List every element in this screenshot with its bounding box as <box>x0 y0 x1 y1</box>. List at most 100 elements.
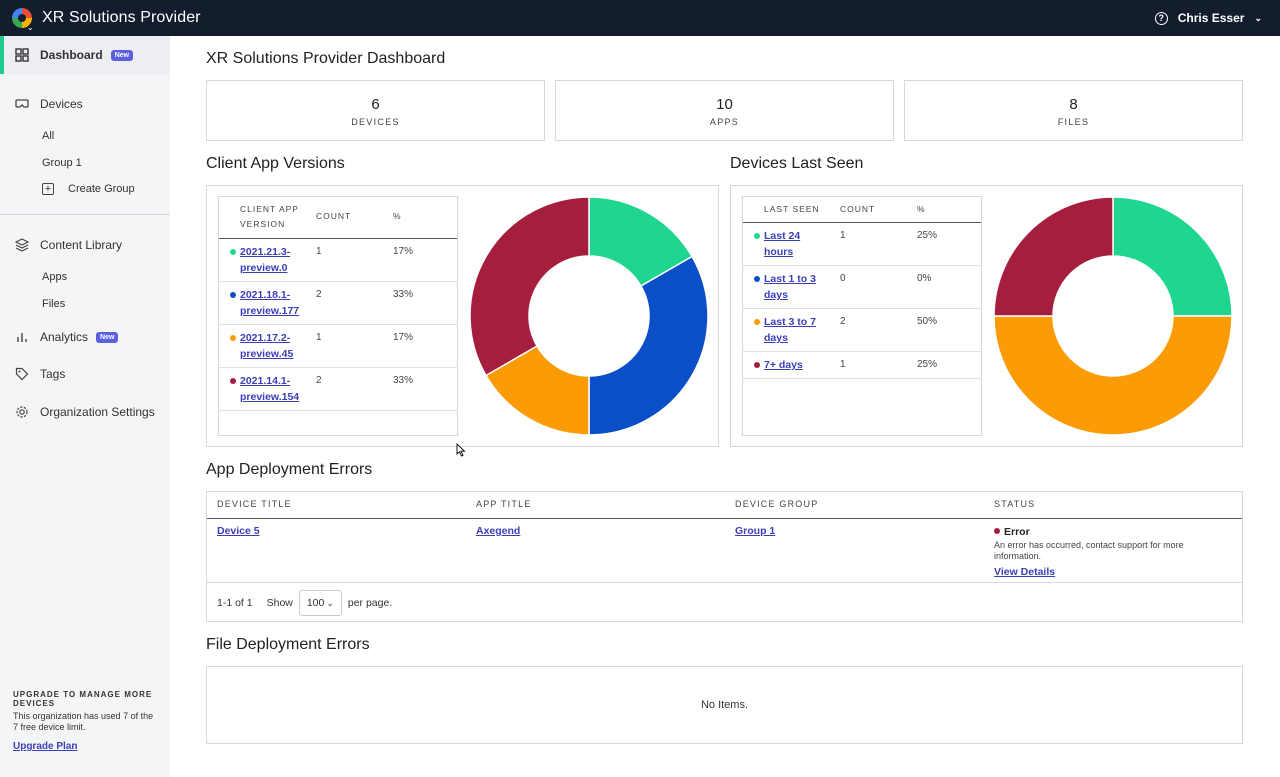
header-divider <box>219 238 457 239</box>
sidebar-subitem-group-1[interactable]: Group 1 <box>42 157 82 169</box>
row-label-line2: preview.177 <box>240 305 300 317</box>
sidebar-subitem-files[interactable]: Files <box>42 298 66 310</box>
row-divider <box>743 265 981 266</box>
row-label-line1: 2021.18.1- <box>240 289 291 301</box>
app-logo-icon[interactable] <box>12 8 32 28</box>
row-label-line2: preview.45 <box>240 348 294 360</box>
stat-card-apps: 10 APPS <box>555 80 894 141</box>
row-link[interactable]: Last 3 to 7 days <box>754 314 816 346</box>
table-row: 2021.18.1- preview.177 2 33% <box>219 282 457 325</box>
help-icon[interactable]: ? <box>1154 11 1168 25</box>
devices-last-seen-title: Devices Last Seen <box>730 155 864 172</box>
table-row: 7+ days 1 25% <box>743 352 981 379</box>
row-label-line1: 2021.17.2- <box>240 332 291 344</box>
create-group-button[interactable]: + Create Group <box>42 183 162 195</box>
upgrade-text: This organization has used 7 of the 7 fr… <box>13 711 154 732</box>
footer-divider <box>207 582 1242 583</box>
table-row: 2021.21.3- preview.0 1 17% <box>219 239 457 282</box>
user-area: ? Chris Esser ⌄ <box>1154 0 1262 36</box>
table-row: 2021.17.2- preview.45 1 17% <box>219 325 457 368</box>
percent-cell: 0% <box>917 273 932 284</box>
sidebar-item-dashboard[interactable]: Dashboard New <box>0 36 170 74</box>
per-page-select[interactable]: 100 ⌄ <box>298 590 342 616</box>
page-title: XR Solutions Provider Dashboard <box>206 50 446 67</box>
show-label: Show <box>266 597 293 609</box>
bar-chart-icon <box>14 329 30 345</box>
column-header: CLIENT APP VERSION <box>240 204 299 229</box>
percent-cell: 25% <box>917 359 938 370</box>
row-link[interactable]: 2021.14.1- preview.154 <box>230 373 299 405</box>
header-divider <box>207 518 1242 519</box>
stat-value: 8 <box>1069 96 1078 113</box>
row-label-line2: hours <box>764 246 794 258</box>
donut-slice[interactable] <box>993 196 1114 317</box>
count-cell: 2 <box>840 316 846 327</box>
devices-last-seen-donut <box>993 196 1233 436</box>
table-row: 2021.14.1- preview.154 2 33% <box>219 368 457 411</box>
per-page-label: per page. <box>347 597 393 609</box>
group-link[interactable]: Group 1 <box>735 525 776 537</box>
count-cell: 1 <box>316 332 322 343</box>
app-title: XR Solutions Provider <box>42 9 201 26</box>
row-link[interactable]: Last 24 hours <box>754 228 801 260</box>
stat-label: FILES <box>1057 117 1090 127</box>
donut-slice[interactable] <box>469 196 590 377</box>
new-badge: New <box>110 49 134 61</box>
row-label-line1: Last 24 <box>764 230 801 242</box>
sidebar-item-label: Tags <box>40 367 66 381</box>
pagination: 1-1 of 1 Show 100 ⌄ per page. <box>217 589 392 617</box>
user-menu[interactable]: Chris Esser <box>1177 11 1245 25</box>
sidebar-item-label: Dashboard <box>40 48 103 62</box>
grid-icon <box>14 47 30 63</box>
sidebar-item-content-library[interactable]: Content Library <box>0 237 170 253</box>
row-link[interactable]: Last 1 to 3 days <box>754 271 816 303</box>
sidebar-subitem-apps[interactable]: Apps <box>42 271 68 283</box>
count-cell: 1 <box>316 246 322 257</box>
stat-label: DEVICES <box>351 117 400 127</box>
headset-icon <box>14 96 30 112</box>
sidebar-item-devices[interactable]: Devices <box>0 96 170 112</box>
stat-card-files: 8 FILES <box>904 80 1243 141</box>
legend-dot-icon <box>230 249 236 255</box>
top-bar: ⌄ XR Solutions Provider ? Chris Esser ⌄ <box>0 0 1280 36</box>
percent-cell: 25% <box>917 230 938 241</box>
upgrade-plan-link[interactable]: Upgrade Plan <box>13 741 78 752</box>
legend-dot-icon <box>230 292 236 298</box>
row-divider <box>219 367 457 368</box>
row-label-line1: Last 3 to 7 <box>764 316 816 328</box>
row-link[interactable]: 2021.17.2- preview.45 <box>230 330 294 362</box>
chevron-down-icon[interactable]: ⌄ <box>27 23 34 32</box>
file-deployment-errors-title: File Deployment Errors <box>206 636 370 653</box>
sidebar-item-analytics[interactable]: Analytics New <box>0 329 170 345</box>
donut-slice[interactable] <box>993 315 1233 436</box>
sidebar-item-label: Content Library <box>40 238 123 252</box>
devices-last-seen-panel: LAST SEEN COUNT % Last 24 hours 1 25% Last 1… <box>730 185 1243 447</box>
device-link[interactable]: Device 5 <box>217 525 260 537</box>
table-row: Last 1 to 3 days 0 0% <box>743 266 981 309</box>
sidebar-item-tags[interactable]: Tags <box>0 366 170 382</box>
donut-slice[interactable] <box>1112 196 1233 317</box>
legend-dot-icon <box>230 335 236 341</box>
row-link[interactable]: 2021.21.3- preview.0 <box>230 244 290 276</box>
row-link[interactable]: 7+ days <box>754 357 803 373</box>
column-header: DEVICE GROUP <box>735 499 819 509</box>
column-header: DEVICE TITLE <box>217 499 292 509</box>
sidebar-subitem-all[interactable]: All <box>42 130 55 142</box>
plus-box-icon: + <box>42 183 54 195</box>
layers-icon <box>14 237 30 253</box>
percent-cell: 33% <box>393 375 414 386</box>
row-divider <box>743 308 981 309</box>
sidebar-item-organization-settings[interactable]: Organization Settings <box>0 404 170 420</box>
sidebar-divider <box>0 214 170 215</box>
status-badge: Error <box>1004 526 1030 538</box>
status-dot-icon <box>994 528 1000 534</box>
app-link[interactable]: Axegend <box>476 525 521 537</box>
row-link[interactable]: 2021.18.1- preview.177 <box>230 287 300 319</box>
donut-slice[interactable] <box>588 255 709 436</box>
column-header: % <box>393 211 402 221</box>
legend-dot-icon <box>754 276 760 282</box>
legend-dot-icon <box>230 378 236 384</box>
sidebar-item-label: Devices <box>40 97 83 111</box>
chevron-down-icon[interactable]: ⌄ <box>1254 12 1262 23</box>
view-details-link[interactable]: View Details <box>994 566 1056 578</box>
